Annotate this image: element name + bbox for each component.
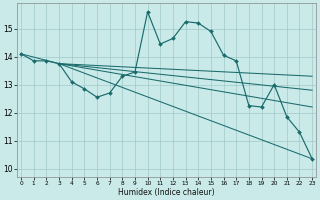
X-axis label: Humidex (Indice chaleur): Humidex (Indice chaleur) [118, 188, 215, 197]
